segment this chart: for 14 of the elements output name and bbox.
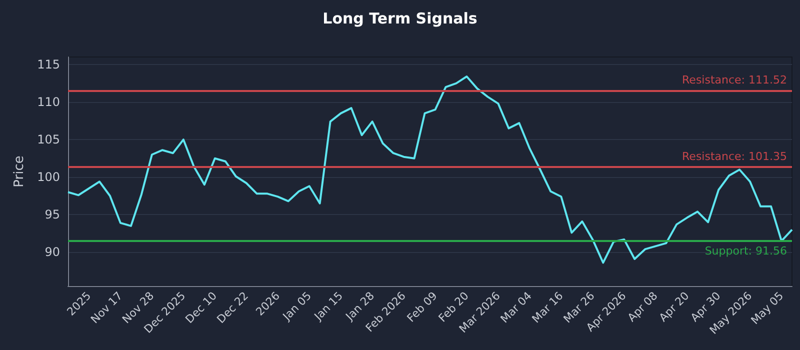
y-tick-label: 100 (37, 170, 60, 184)
y-tick-label: 95 (44, 208, 60, 222)
y-tick-label: 105 (37, 132, 60, 147)
x-tick-label: Jan 05 (280, 289, 314, 324)
y-tick-label: 115 (37, 58, 60, 72)
line-series (67, 76, 793, 264)
ref-line-label: Support: 91.56 (704, 244, 787, 258)
y-tick-label: 110 (37, 95, 60, 110)
y-tick-label: 90 (44, 245, 60, 260)
ref-line-label: Resistance: 101.35 (682, 150, 787, 163)
chart-title: Long Term Signals (322, 10, 478, 28)
y-axis-title: Price (12, 156, 28, 188)
x-tick-label: Jan 15 (311, 289, 346, 324)
ref-line-label: Resistance: 111.52 (682, 74, 787, 87)
